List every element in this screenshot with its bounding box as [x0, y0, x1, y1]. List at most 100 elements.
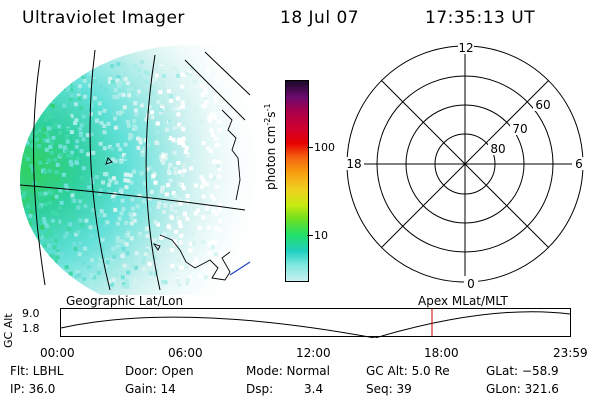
- emission-speck: [45, 110, 50, 115]
- emission-speck: [201, 180, 206, 185]
- emission-speck: [23, 76, 28, 81]
- emission-speck: [172, 107, 177, 111]
- emission-speck: [168, 227, 173, 232]
- emission-speck: [102, 213, 107, 218]
- emission-speck: [94, 118, 99, 123]
- emission-speck: [37, 144, 42, 148]
- emission-speck: [28, 88, 33, 93]
- emission-speck: [99, 84, 104, 89]
- emission-speck: [47, 158, 52, 163]
- emission-speck: [50, 219, 55, 224]
- emission-speck: [37, 233, 41, 238]
- emission-speck: [77, 87, 81, 92]
- emission-speck: [116, 74, 121, 79]
- emission-speck: [192, 79, 197, 84]
- emission-speck: [157, 269, 162, 273]
- emission-speck: [82, 277, 86, 281]
- emission-speck: [217, 227, 222, 232]
- emission-speck: [137, 193, 142, 198]
- emission-speck: [132, 124, 137, 129]
- emission-speck: [147, 262, 152, 267]
- emission-speck: [200, 93, 205, 97]
- emission-speck: [156, 205, 161, 210]
- emission-speck: [20, 271, 25, 276]
- emission-speck: [192, 159, 197, 164]
- emission-speck: [175, 104, 180, 109]
- emission-speck: [216, 163, 221, 168]
- emission-speck: [78, 218, 83, 223]
- emission-speck: [161, 160, 166, 165]
- emission-speck: [73, 246, 78, 251]
- emission-speck: [65, 64, 70, 69]
- emission-speck: [213, 80, 218, 85]
- emission-speck: [209, 194, 214, 198]
- emission-speck: [61, 172, 66, 177]
- emission-speck: [113, 116, 117, 121]
- emission-speck: [158, 249, 163, 254]
- emission-speck: [123, 142, 128, 147]
- emission-speck: [179, 182, 184, 187]
- emission-speck: [118, 147, 123, 152]
- emission-speck: [191, 262, 196, 267]
- emission-speck: [74, 144, 79, 149]
- emission-speck: [189, 166, 194, 171]
- emission-speck: [103, 223, 108, 228]
- emission-speck: [49, 141, 54, 146]
- emission-speck: [173, 166, 177, 171]
- emission-speck: [206, 225, 211, 230]
- status-gc-alt: GC Alt: 5.0 Re: [366, 364, 450, 378]
- emission-speck: [179, 240, 183, 245]
- colorbar-tick-10: 10: [314, 229, 328, 242]
- emission-speck: [174, 229, 178, 234]
- emission-speck: [125, 130, 130, 135]
- emission-speck: [188, 248, 193, 253]
- emission-speck: [187, 70, 192, 75]
- emission-speck: [48, 233, 53, 237]
- emission-speck: [21, 194, 26, 199]
- emission-speck: [96, 238, 101, 243]
- emission-speck: [100, 245, 105, 250]
- emission-speck: [27, 68, 32, 72]
- emission-speck: [20, 105, 25, 110]
- emission-speck: [180, 139, 185, 144]
- emission-speck: [181, 143, 186, 148]
- emission-speck: [42, 127, 47, 132]
- emission-speck: [48, 222, 53, 227]
- emission-speck: [132, 169, 137, 174]
- emission-speck: [169, 215, 174, 220]
- colorbar-unit-label: photon cm-2s-1: [263, 103, 278, 190]
- emission-speck: [47, 229, 52, 234]
- emission-speck: [159, 110, 163, 115]
- emission-speck: [189, 119, 194, 124]
- mlat-60: 60: [535, 98, 550, 112]
- orbit-xtick-0000: 00:00: [40, 346, 75, 360]
- emission-speck: [193, 256, 198, 261]
- emission-speck: [47, 97, 52, 101]
- emission-speck: [58, 188, 63, 193]
- emission-speck: [125, 81, 130, 86]
- emission-speck: [122, 114, 127, 119]
- emission-speck: [184, 264, 189, 269]
- emission-speck: [93, 224, 98, 229]
- emission-speck: [76, 256, 81, 261]
- emission-speck: [78, 127, 83, 132]
- emission-speck: [165, 135, 170, 140]
- emission-speck: [50, 61, 54, 66]
- emission-speck: [149, 190, 154, 194]
- emission-speck: [181, 186, 186, 191]
- emission-speck: [165, 83, 170, 88]
- emission-speck: [89, 233, 94, 238]
- emission-speck: [79, 106, 84, 111]
- emission-speck: [79, 123, 84, 128]
- emission-speck: [159, 66, 163, 70]
- emission-speck: [56, 251, 61, 256]
- emission-speck: [129, 260, 134, 265]
- emission-speck: [76, 60, 81, 64]
- emission-speck: [196, 165, 201, 170]
- emission-speck: [204, 97, 209, 102]
- emission-speck: [123, 76, 128, 81]
- emission-speck: [183, 103, 188, 108]
- emission-speck: [102, 108, 107, 113]
- emission-speck: [170, 236, 175, 240]
- emission-speck: [169, 167, 174, 172]
